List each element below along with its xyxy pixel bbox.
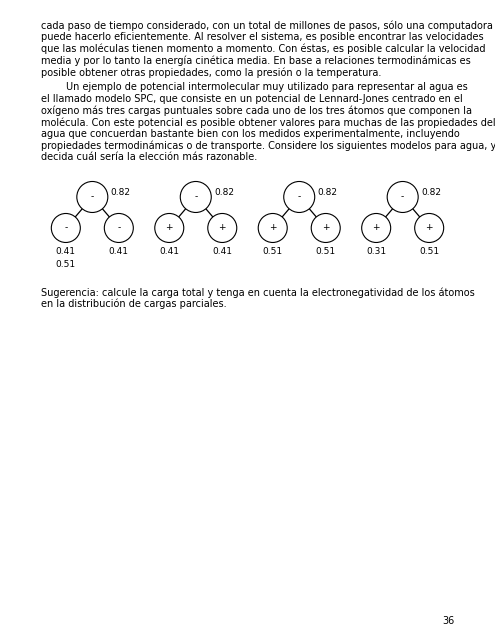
Text: -: - [194,193,198,202]
Text: oxígeno más tres cargas puntuales sobre cada uno de los tres átomos que componen: oxígeno más tres cargas puntuales sobre … [41,106,472,116]
Text: 0.51: 0.51 [316,248,336,257]
Text: 0.41: 0.41 [109,248,129,257]
Circle shape [77,182,108,212]
Text: +: + [425,223,433,232]
Text: +: + [322,223,330,232]
Circle shape [208,214,237,243]
Text: puede hacerlo eficientemente. Al resolver el sistema, es posible encontrar las v: puede hacerlo eficientemente. Al resolve… [41,32,483,42]
Circle shape [51,214,80,243]
Text: 0.82: 0.82 [318,188,338,198]
Text: propiedades termodinámicas o de transporte. Considere los siguientes modelos par: propiedades termodinámicas o de transpor… [41,141,495,151]
Text: cada paso de tiempo considerado, con un total de millones de pasos, sólo una com: cada paso de tiempo considerado, con un … [41,20,493,31]
Text: 0.51: 0.51 [419,248,439,257]
Text: 0.82: 0.82 [214,188,234,198]
Text: -: - [91,193,94,202]
Text: 0.82: 0.82 [111,188,131,198]
Text: 0.41: 0.41 [56,248,76,257]
Text: +: + [269,223,277,232]
Circle shape [284,182,315,212]
Circle shape [180,182,211,212]
Text: 36: 36 [442,616,454,626]
Text: 0.51: 0.51 [263,248,283,257]
Text: 0.31: 0.31 [366,248,386,257]
Circle shape [311,214,340,243]
Text: Sugerencia: calcule la carga total y tenga en cuenta la electronegatividad de lo: Sugerencia: calcule la carga total y ten… [41,287,474,298]
Circle shape [362,214,391,243]
Text: posible obtener otras propiedades, como la presión o la temperatura.: posible obtener otras propiedades, como … [41,67,381,77]
Text: 0.41: 0.41 [212,248,232,257]
Text: -: - [117,223,120,232]
Text: Un ejemplo de potencial intermolecular muy utilizado para representar al agua es: Un ejemplo de potencial intermolecular m… [41,83,467,92]
Circle shape [104,214,133,243]
Text: 0.41: 0.41 [159,248,179,257]
Text: el llamado modelo SPC, que consiste en un potencial de Lennard-Jones centrado en: el llamado modelo SPC, que consiste en u… [41,94,462,104]
Text: que las moléculas tienen momento a momento. Con éstas, es posible calcular la ve: que las moléculas tienen momento a momen… [41,44,485,54]
Text: media y por lo tanto la energía cinética media. En base a relaciones termodinámi: media y por lo tanto la energía cinética… [41,56,470,66]
Text: +: + [372,223,380,232]
Text: 0.82: 0.82 [421,188,441,198]
Text: agua que concuerdan bastante bien con los medidos experimentalmente, incluyendo: agua que concuerdan bastante bien con lo… [41,129,459,139]
Text: -: - [297,193,301,202]
Text: en la distribución de cargas parciales.: en la distribución de cargas parciales. [41,299,226,310]
Text: +: + [218,223,226,232]
Text: -: - [401,193,404,202]
Text: 0.51: 0.51 [56,260,76,269]
Text: +: + [165,223,173,232]
Circle shape [415,214,444,243]
Text: decida cuál sería la elección más razonable.: decida cuál sería la elección más razona… [41,152,257,163]
Circle shape [387,182,418,212]
Circle shape [155,214,184,243]
Text: -: - [64,223,67,232]
Text: molécula. Con este potencial es posible obtener valores para muchas de las propi: molécula. Con este potencial es posible … [41,117,495,128]
Circle shape [258,214,287,243]
